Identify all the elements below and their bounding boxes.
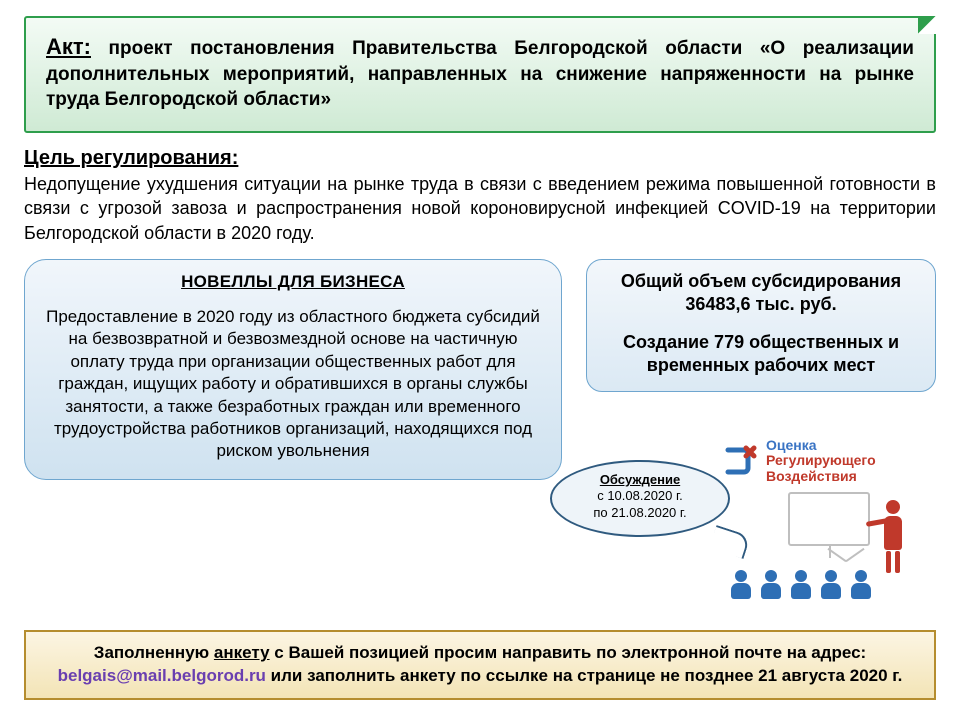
stats-box: Общий объем субсидирования 36483,6 тыс. … [586,259,936,393]
goal-text: Недопущение ухудшения ситуации на рынке … [24,172,936,245]
stats-line1: Общий объем субсидирования 36483,6 тыс. … [601,270,921,317]
act-body: проект постановления Правительства Белго… [46,38,914,110]
novel-title: НОВЕЛЛЫ ДЛЯ БИЗНЕСА [43,272,543,292]
footer-anketu: анкету [214,643,270,662]
presenter-icon [878,500,908,574]
discussion-from: с 10.08.2020 г. [560,488,720,504]
act-label: Акт: [46,34,91,59]
footer-mid2: или заполнить анкету по ссылке на страни… [266,666,902,685]
logo-row: Оценка Регулирующего Воздействия [724,438,924,484]
logo-block: Оценка Регулирующего Воздействия [724,438,924,602]
footer-email-link[interactable]: belgais@mail.belgorod.ru [58,666,266,685]
discussion-to: по 21.08.2020 г. [560,505,720,521]
stats-line2: Создание 779 общественных и временных ра… [601,331,921,378]
meeting-illustration [724,492,914,602]
novel-body: Предоставление в 2020 году из областного… [43,306,543,463]
goal-title: Цель регулирования: [24,147,936,170]
footer-pre: Заполненную [94,643,214,662]
logo-line1: Оценка [766,438,876,453]
discussion-bubble: Обсуждение с 10.08.2020 г. по 21.08.2020… [550,460,730,537]
logo-line3: Воздействия [766,469,876,484]
logo-line2: Регулирующего [766,453,876,468]
footer-box: Заполненную анкету с Вашей позицией прос… [24,630,936,700]
goal-block: Цель регулирования: Недопущение ухудшени… [24,147,936,245]
novel-box: НОВЕЛЛЫ ДЛЯ БИЗНЕСА Предоставление в 202… [24,259,562,480]
discussion-title: Обсуждение [560,472,720,488]
act-text: Акт: проект постановления Правительства … [46,32,914,113]
logo-text: Оценка Регулирующего Воздействия [766,438,876,484]
page: Акт: проект постановления Правительства … [0,0,960,720]
footer-mid1: с Вашей позицией просим направить по эле… [270,643,867,662]
whiteboard-icon [788,492,870,546]
audience-icons [730,570,872,600]
logo-icon [724,444,758,478]
act-box: Акт: проект постановления Правительства … [24,16,936,133]
